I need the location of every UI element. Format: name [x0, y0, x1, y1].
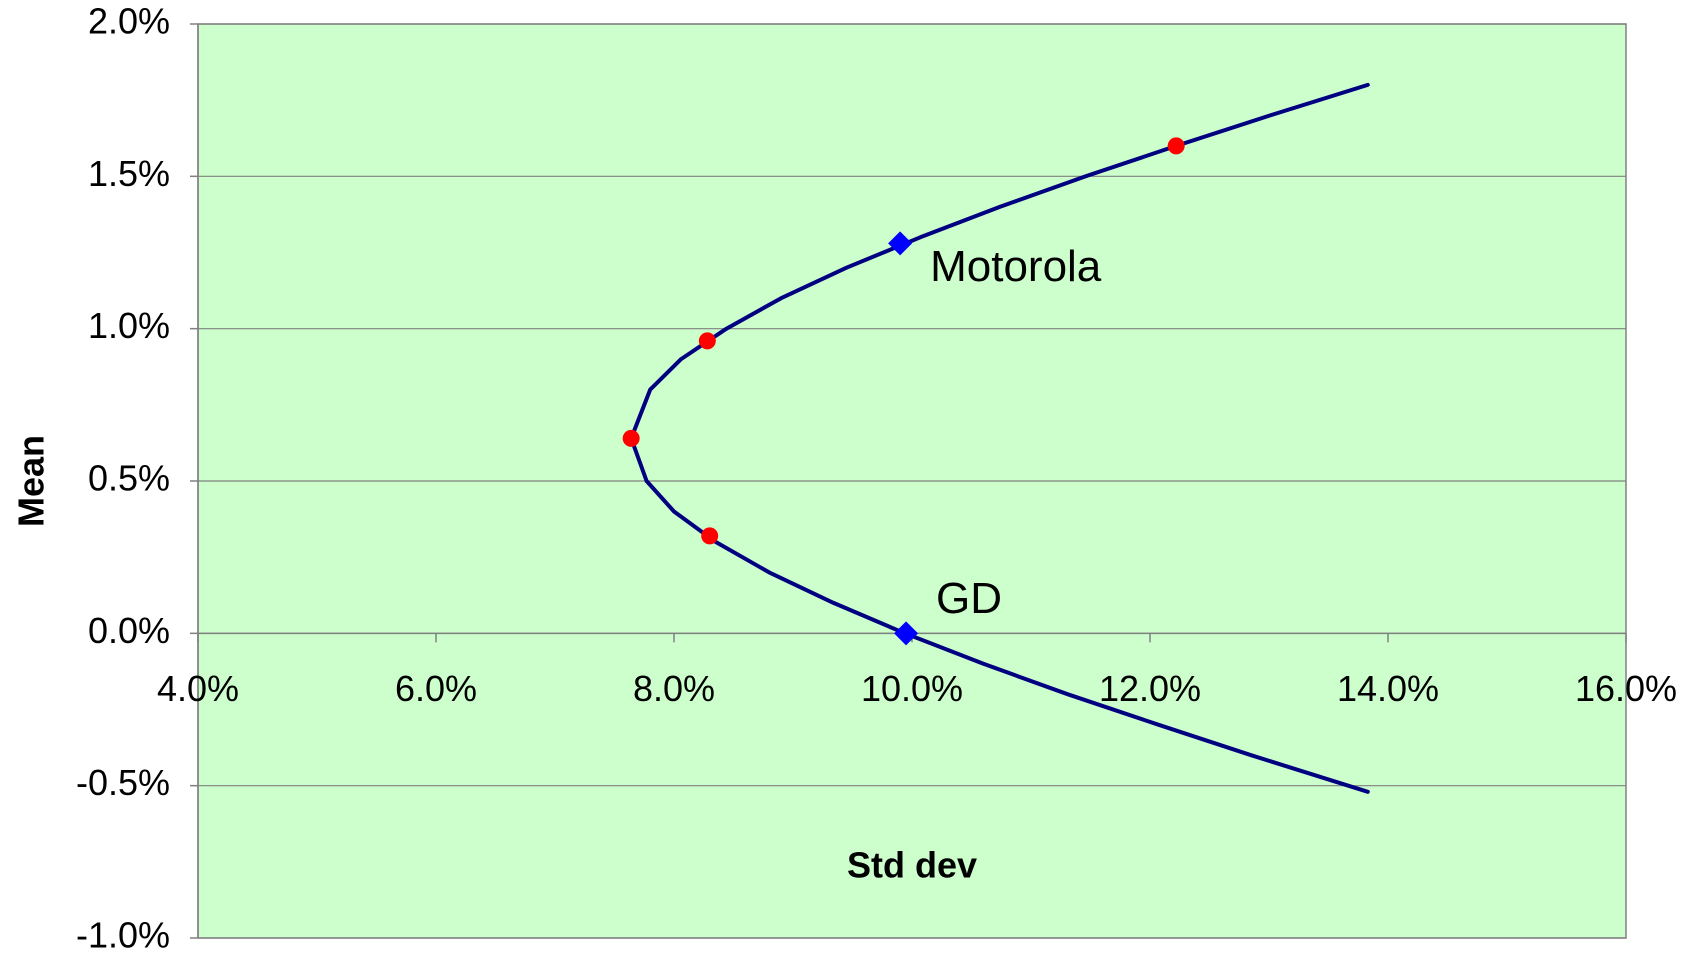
x-tick-label: 14.0%: [1337, 668, 1439, 709]
y-axis-label: Mean: [11, 435, 52, 527]
x-tick-label: 8.0%: [633, 668, 715, 709]
x-tick-label: 6.0%: [395, 668, 477, 709]
y-tick-label: 1.5%: [88, 153, 170, 194]
x-tick-label: 16.0%: [1575, 668, 1677, 709]
y-tick-label: -1.0%: [76, 915, 170, 956]
diamond-marker: [888, 231, 913, 256]
x-tick-label: 12.0%: [1099, 668, 1201, 709]
y-tick-label: 1.0%: [88, 305, 170, 346]
circle-marker: [622, 429, 640, 447]
y-tick-label: 2.0%: [88, 1, 170, 42]
diamond-marker: [894, 621, 919, 646]
circle-marker: [698, 332, 716, 350]
circle-marker: [1167, 137, 1185, 155]
y-tick-label: 0.0%: [88, 610, 170, 651]
x-tick-label: 10.0%: [861, 668, 963, 709]
x-tick-label: 4.0%: [157, 668, 239, 709]
x-axis-label: Std dev: [847, 845, 977, 886]
point-annotation: Motorola: [930, 242, 1102, 291]
point-annotation: GD: [936, 574, 1002, 623]
circle-marker: [701, 527, 719, 545]
y-tick-label: 0.5%: [88, 458, 170, 499]
y-tick-label: -0.5%: [76, 762, 170, 803]
